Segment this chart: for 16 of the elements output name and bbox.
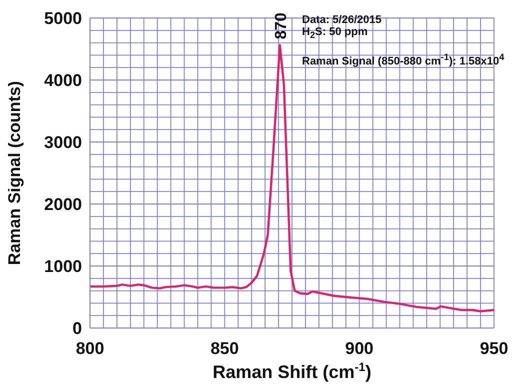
y-tick-label: 2000 [44, 195, 82, 214]
x-tick-label: 900 [345, 339, 374, 358]
y-tick-label: 5000 [44, 9, 82, 28]
y-tick-label: 4000 [44, 71, 82, 90]
annotation: 870 [272, 12, 290, 40]
x-axis-title: Raman Shift (cm$^{-1}$) [212, 360, 372, 382]
x-tick-label: 800 [76, 339, 104, 358]
x-tick-label: 950 [480, 339, 508, 358]
annotation: Data: 5/26/2015 [302, 14, 382, 26]
y-tick-label: 0 [72, 319, 82, 338]
y-tick-label: 3000 [44, 133, 82, 152]
annotation: Raman Signal (850-880 cm$^{-1}$): 1.58x10$^{4}$ [302, 51, 504, 68]
y-tick-label: 1000 [44, 257, 82, 276]
annotation: H$_{2}$S: 50 ppm [302, 26, 369, 42]
y-axis-title: Raman Signal (counts) [5, 80, 24, 266]
x-tick-label: 850 [210, 339, 239, 358]
